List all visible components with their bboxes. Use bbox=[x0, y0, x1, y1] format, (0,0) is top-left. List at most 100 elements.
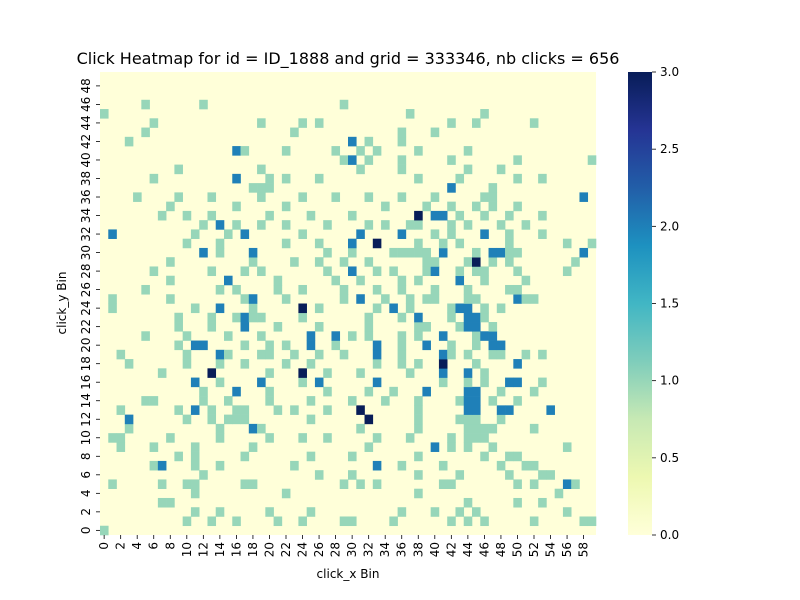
heatmap-cell bbox=[257, 349, 266, 360]
heatmap-cell bbox=[265, 210, 274, 221]
heatmap-cell bbox=[463, 396, 473, 406]
heatmap-cell bbox=[240, 229, 250, 239]
heatmap-cell bbox=[422, 201, 431, 212]
heatmap-cell bbox=[455, 470, 465, 480]
heatmap-cell bbox=[480, 210, 489, 221]
x-tick-label: 10 bbox=[180, 542, 194, 557]
heatmap-cell bbox=[182, 414, 192, 425]
colorbar-ticks: 0.0 0.5 1.0 1.5 2.0 2.5 3.0 bbox=[652, 65, 679, 542]
heatmap-cell bbox=[149, 460, 159, 471]
heatmap-cell bbox=[199, 340, 208, 351]
heatmap-cell bbox=[281, 146, 291, 156]
heatmap-cell bbox=[422, 294, 431, 304]
heatmap-cell bbox=[472, 414, 481, 425]
heatmap-cell bbox=[513, 284, 522, 295]
heatmap-cell bbox=[298, 368, 307, 378]
heatmap-cell bbox=[587, 155, 597, 165]
heatmap-cell bbox=[397, 331, 407, 341]
heatmap-cell bbox=[100, 525, 109, 536]
heatmap-cell bbox=[372, 266, 382, 277]
heatmap-cell bbox=[215, 433, 225, 443]
heatmap-cell bbox=[447, 312, 456, 323]
heatmap-cell bbox=[405, 368, 415, 378]
heatmap-cell bbox=[356, 275, 365, 286]
heatmap-cell bbox=[372, 433, 382, 443]
heatmap-cell bbox=[339, 257, 349, 267]
heatmap-cell bbox=[199, 99, 208, 110]
heatmap-cell bbox=[472, 433, 481, 443]
heatmap-cell bbox=[190, 405, 200, 415]
heatmap-cell bbox=[273, 516, 283, 527]
heatmap-cell bbox=[199, 470, 208, 480]
heatmap-cell bbox=[472, 396, 481, 406]
heatmap-cell bbox=[166, 294, 175, 304]
heatmap-cell bbox=[298, 303, 307, 314]
x-tick-label: 46 bbox=[477, 542, 491, 557]
heatmap-cell bbox=[314, 303, 324, 314]
heatmap-cell bbox=[174, 451, 183, 462]
heatmap-cell bbox=[496, 405, 506, 415]
heatmap-cell bbox=[488, 442, 498, 452]
heatmap-cell bbox=[348, 247, 357, 258]
heatmap-cell bbox=[182, 331, 192, 341]
heatmap-cell bbox=[554, 488, 564, 499]
heatmap-cell bbox=[513, 247, 522, 258]
y-tick-label: 36 bbox=[79, 189, 93, 204]
heatmap-cell bbox=[505, 470, 514, 480]
x-tick-label: 20 bbox=[262, 542, 276, 557]
heatmap-cell bbox=[265, 507, 274, 517]
heatmap-cell bbox=[463, 405, 473, 415]
colorbar bbox=[628, 72, 652, 535]
heatmap-cell bbox=[472, 507, 481, 517]
heatmap-cell bbox=[562, 266, 572, 277]
heatmap-cell bbox=[496, 220, 506, 230]
y-tick-label: 34 bbox=[79, 208, 93, 223]
y-tick-label: 10 bbox=[79, 430, 93, 445]
heatmap-cell bbox=[174, 312, 183, 323]
x-tick-label: 34 bbox=[378, 542, 392, 557]
heatmap-cell bbox=[257, 220, 266, 230]
heatmap-cell bbox=[447, 220, 456, 230]
heatmap-cell bbox=[339, 349, 349, 360]
heatmap-cell bbox=[257, 183, 266, 193]
heatmap-cell bbox=[265, 396, 274, 406]
heatmap-cell bbox=[447, 433, 456, 443]
heatmap-cell bbox=[480, 423, 489, 434]
heatmap-cell bbox=[562, 442, 572, 452]
heatmap-cell bbox=[232, 414, 241, 425]
heatmap-cell bbox=[422, 386, 431, 397]
heatmap-cell bbox=[405, 109, 415, 119]
heatmap-cell bbox=[257, 164, 266, 175]
heatmap-cell bbox=[331, 146, 341, 156]
x-tick-label: 54 bbox=[544, 542, 558, 557]
heatmap-cell bbox=[381, 201, 390, 212]
x-tick-label: 40 bbox=[428, 542, 442, 557]
x-tick-label: 28 bbox=[329, 542, 343, 557]
heatmap-cell bbox=[215, 238, 225, 249]
y-tick-label: 28 bbox=[79, 263, 93, 278]
heatmap-cell bbox=[562, 238, 572, 249]
heatmap-cell bbox=[273, 322, 283, 332]
heatmap-cell bbox=[447, 349, 456, 360]
heatmap-cell bbox=[397, 247, 407, 258]
heatmap-cell bbox=[116, 405, 126, 415]
heatmap-cell bbox=[529, 118, 539, 128]
heatmap-cell bbox=[538, 210, 547, 221]
heatmap-cell bbox=[430, 507, 440, 517]
heatmap-cell bbox=[372, 460, 382, 471]
heatmap-cell bbox=[529, 386, 539, 397]
heatmap-cell bbox=[372, 479, 382, 489]
y-tick-label: 46 bbox=[79, 97, 93, 112]
heatmap-cell bbox=[356, 479, 365, 489]
heatmap-cell bbox=[199, 386, 208, 397]
heatmap-cell bbox=[149, 442, 159, 452]
heatmap-cell bbox=[472, 201, 481, 212]
y-tick-label: 12 bbox=[79, 412, 93, 427]
heatmap-cell bbox=[397, 229, 407, 239]
heatmap-cell bbox=[273, 284, 283, 295]
heatmap-cell bbox=[248, 312, 258, 323]
heatmap-cell bbox=[190, 229, 200, 239]
heatmap-cell bbox=[265, 386, 274, 397]
y-tick-label: 42 bbox=[79, 134, 93, 149]
heatmap-cell bbox=[438, 359, 448, 369]
